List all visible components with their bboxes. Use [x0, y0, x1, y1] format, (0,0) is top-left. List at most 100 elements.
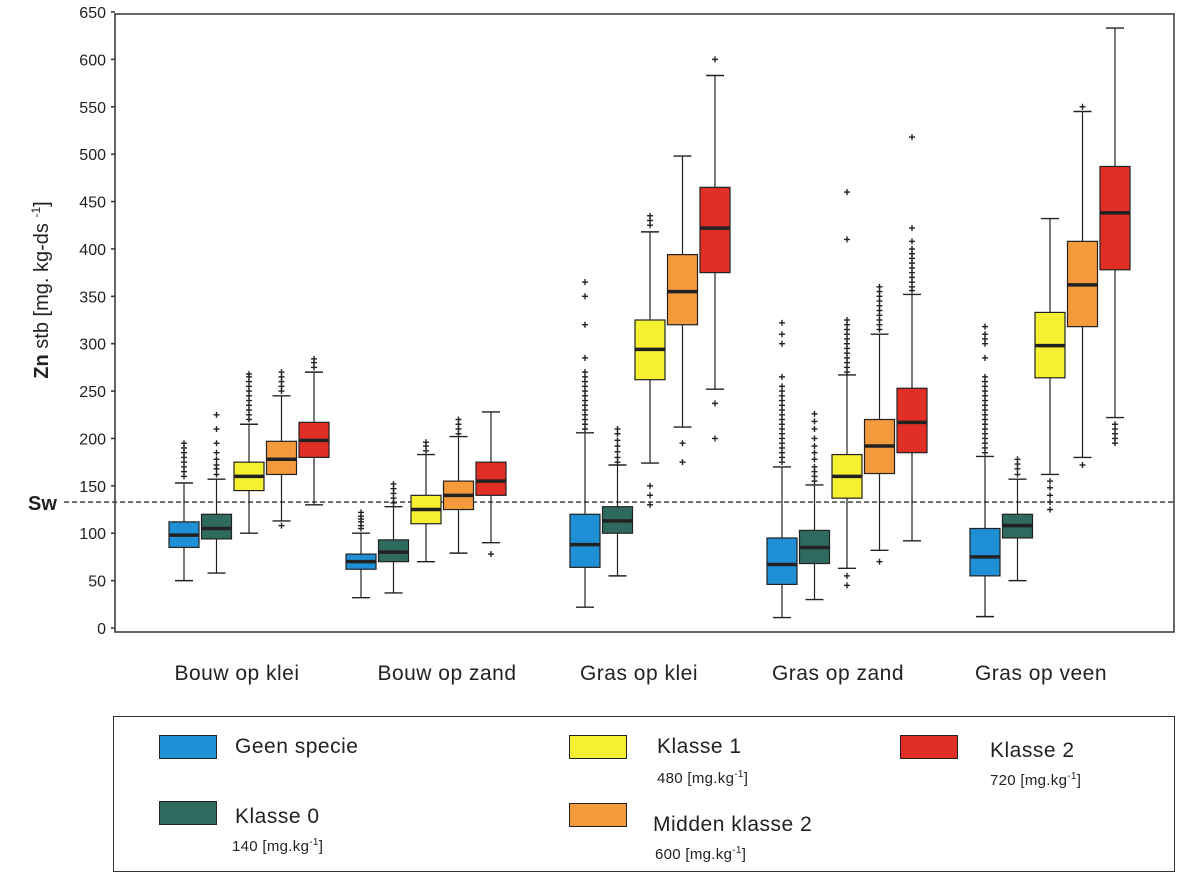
outlier-marker: [811, 418, 818, 425]
outlier-marker: [982, 373, 988, 380]
x-tick-label: Gras op klei: [580, 662, 698, 685]
outlier-marker: [488, 551, 494, 558]
outlier-marker: [311, 355, 317, 362]
box-body: [699, 186, 731, 274]
outlier-marker: [876, 283, 883, 290]
outlier-marker: [712, 56, 718, 63]
outlier-marker: [614, 454, 621, 461]
outlier-marker: [909, 134, 915, 141]
outlier-marker: [423, 439, 429, 446]
outlier-marker: [811, 410, 818, 417]
plot-frame: [114, 13, 1175, 633]
outlier-marker: [712, 435, 718, 442]
y-tick-label: 100: [79, 526, 106, 543]
outlier-marker: [1014, 471, 1021, 478]
legend-sub-midden-klasse-2: 600 [mg.kg-1]: [655, 845, 747, 863]
outlier-marker: [679, 459, 686, 466]
outlier-marker: [582, 369, 588, 376]
legend-sub-klasse-0: 140 [mg.kg-1]: [232, 837, 324, 855]
legend-swatch-geen-specie: [159, 735, 217, 759]
outlier-marker: [582, 354, 588, 361]
outlier-marker: [712, 400, 718, 407]
box-klasse-2-4: [896, 134, 928, 542]
outlier-marker: [1047, 492, 1053, 499]
outlier-marker: [1014, 456, 1021, 463]
legend-label-geen-specie: Geen specie: [235, 735, 359, 758]
legend-label-klasse-0: Klasse 0: [235, 805, 320, 828]
outlier-marker: [909, 238, 915, 245]
outlier-marker: [1112, 421, 1118, 428]
outlier-marker: [779, 340, 785, 347]
box-geen-specie-5: [969, 323, 1001, 618]
box-body: [969, 527, 1001, 577]
outlier-marker: [876, 558, 883, 565]
outlier-marker: [213, 440, 220, 447]
x-tick-label: Bouw op zand: [377, 662, 516, 685]
outlier-marker: [647, 501, 653, 508]
y-tick-label: 350: [79, 289, 106, 306]
outlier-marker: [278, 369, 285, 376]
legend-sub-klasse-2: 720 [mg.kg-1]: [990, 771, 1082, 789]
box-midden-klasse-2-4: [863, 283, 896, 565]
outlier-marker: [982, 354, 988, 361]
outlier-marker: [844, 572, 850, 579]
outlier-marker: [1079, 103, 1086, 110]
outlier-marker: [1079, 461, 1086, 468]
outlier-marker: [1047, 506, 1053, 513]
reference-line-label: Sw: [28, 493, 57, 515]
box-geen-specie-3: [569, 279, 601, 608]
legend: Geen specie Klasse 0 140 [mg.kg-1] Klass…: [113, 716, 1175, 872]
outlier-marker: [982, 323, 988, 330]
box-body: [766, 537, 798, 586]
outlier-marker: [1047, 498, 1053, 505]
legend-swatch-klasse-1: [569, 735, 627, 759]
box-klasse-2-2: [475, 411, 507, 558]
y-tick-label: 0: [97, 621, 106, 638]
y-tick-label: 400: [79, 242, 106, 259]
box-klasse-2-1: [298, 355, 330, 506]
box-body: [475, 461, 507, 496]
box-klasse-0-3: [601, 425, 634, 577]
outlier-marker: [614, 437, 621, 444]
y-tick-label: 450: [79, 195, 106, 212]
x-tick-label: Gras op zand: [772, 662, 904, 685]
outlier-marker: [582, 279, 588, 286]
box-klasse-1-2: [410, 439, 442, 563]
outlier-marker: [779, 331, 785, 338]
outlier-marker: [181, 440, 187, 447]
box-klasse-2-3: [699, 56, 731, 442]
box-midden-klasse-2-3: [666, 155, 699, 466]
box-midden-klasse-2-5: [1066, 103, 1099, 468]
legend-label-klasse-2: Klasse 2: [990, 739, 1075, 762]
box-klasse-0-4: [798, 410, 831, 601]
box-geen-specie-2: [345, 509, 377, 599]
outlier-marker: [679, 440, 686, 447]
legend-swatch-klasse-0: [159, 801, 217, 825]
legend-sub-klasse-1: 480 [mg.kg-1]: [657, 769, 749, 787]
outlier-marker: [213, 471, 220, 478]
x-tick-label: Bouw op klei: [174, 662, 299, 685]
outlier-marker: [811, 435, 818, 442]
box-body: [200, 513, 233, 540]
outlier-marker: [278, 522, 285, 529]
outlier-marker: [390, 480, 397, 487]
outlier-marker: [614, 425, 621, 432]
outlier-marker: [779, 319, 785, 326]
outlier-marker: [779, 383, 785, 390]
outlier-marker: [213, 425, 220, 432]
outlier-marker: [647, 482, 653, 489]
y-tick-label: 50: [88, 574, 106, 591]
legend-swatch-midden-klasse-2: [569, 803, 627, 827]
box-body: [896, 387, 928, 454]
y-tick-label: 250: [79, 384, 106, 401]
y-tick-label: 600: [79, 52, 106, 69]
box-body: [569, 513, 601, 568]
box-geen-specie-4: [766, 319, 798, 619]
outlier-marker: [844, 317, 850, 323]
outlier-marker: [811, 456, 818, 463]
outlier-marker: [909, 225, 915, 232]
outlier-marker: [811, 463, 818, 470]
outlier-marker: [1047, 478, 1053, 485]
box-klasse-2-5: [1099, 27, 1131, 447]
